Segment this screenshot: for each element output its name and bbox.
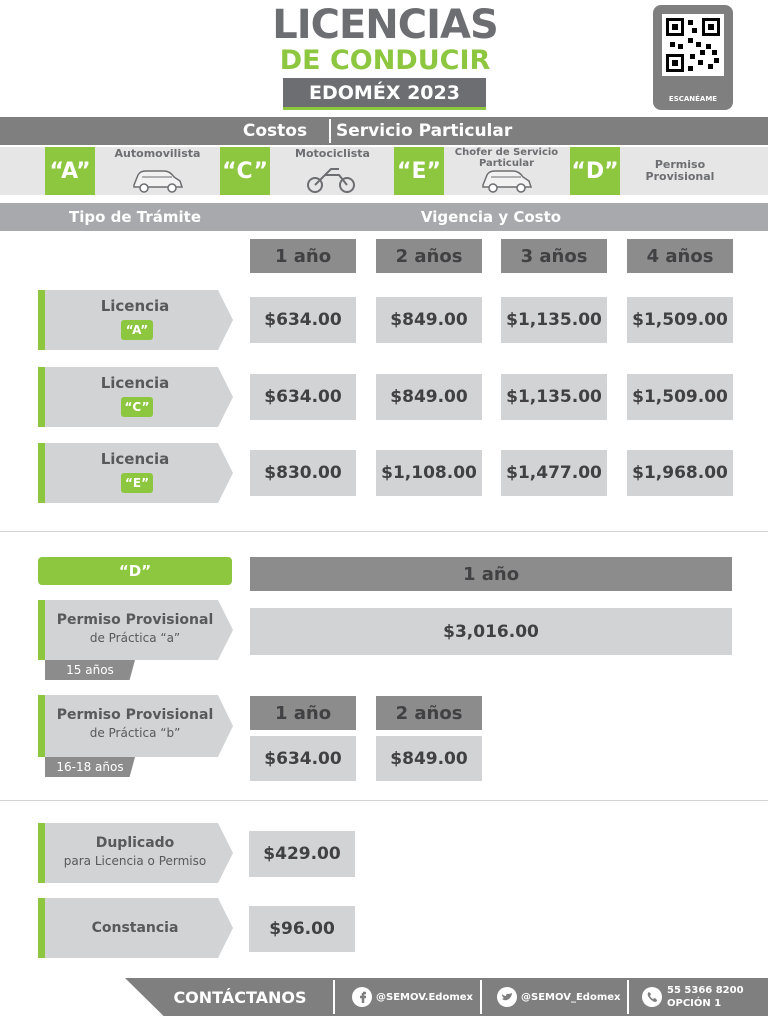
banner-divider bbox=[329, 119, 331, 143]
row-title: Licencia bbox=[100, 374, 170, 392]
table-header bbox=[0, 203, 768, 231]
qr-label: ESCANÉAME bbox=[668, 95, 718, 103]
row-label-bg bbox=[45, 600, 233, 660]
row-stripe bbox=[38, 898, 45, 958]
footer-option: OPCIÓN 1 bbox=[667, 998, 722, 1009]
price: $1,108.00 bbox=[376, 450, 482, 496]
age-tag: 15 años bbox=[45, 660, 135, 680]
footer-divider bbox=[333, 980, 335, 1014]
row-title: Permiso Provisional bbox=[56, 612, 214, 628]
phone-icon-icon bbox=[642, 987, 662, 1007]
qr-code-icon bbox=[662, 14, 724, 76]
footer-divider bbox=[480, 980, 482, 1014]
row-label-bg bbox=[45, 695, 233, 757]
price: $1,968.00 bbox=[627, 450, 733, 496]
facebook-icon bbox=[352, 987, 372, 1007]
type-label: Automovilista bbox=[114, 147, 201, 160]
price: $849.00 bbox=[376, 736, 482, 781]
row-subtitle: de Práctica “b” bbox=[89, 726, 181, 740]
price: $429.00 bbox=[249, 831, 355, 877]
row-stripe bbox=[38, 290, 45, 350]
price: $849.00 bbox=[376, 297, 482, 343]
banner-right: Servicio Particular bbox=[336, 121, 513, 141]
type-icon bbox=[305, 163, 361, 193]
row-title: Constancia bbox=[91, 920, 179, 936]
row-label-bg bbox=[45, 823, 233, 883]
qr-code bbox=[662, 14, 724, 76]
price: $1,135.00 bbox=[501, 374, 607, 420]
row-title: Licencia bbox=[100, 297, 170, 315]
row-subtitle: para Licencia o Permiso bbox=[63, 854, 207, 868]
price: $634.00 bbox=[250, 736, 356, 781]
period-header: 2 años bbox=[376, 696, 482, 730]
banner-left: Costos bbox=[242, 121, 308, 141]
age-tag: 16-18 años bbox=[45, 757, 135, 777]
title-green: DE CONDUCIR bbox=[279, 44, 491, 76]
row-stripe bbox=[38, 443, 45, 503]
period-header: 3 años bbox=[501, 239, 607, 273]
subtitle: EDOMÉX 2023 bbox=[283, 78, 486, 110]
row-stripe bbox=[38, 823, 45, 883]
footer-phone: 55 5366 8200 bbox=[667, 985, 744, 996]
type-icon bbox=[130, 163, 186, 193]
type-icon bbox=[479, 163, 535, 193]
footer-contact: CONTÁCTANOS bbox=[173, 987, 307, 1007]
permit-code: “D” bbox=[38, 557, 232, 585]
price: $1,135.00 bbox=[501, 297, 607, 343]
type-label: Permiso Provisional bbox=[645, 157, 715, 183]
table-header-left: Tipo de Trámite bbox=[69, 208, 201, 226]
price: $1,509.00 bbox=[627, 297, 733, 343]
row-title: Duplicado bbox=[95, 835, 175, 851]
type-icon-icon bbox=[307, 168, 355, 193]
type-code: “D” bbox=[570, 147, 620, 195]
price: $1,477.00 bbox=[501, 450, 607, 496]
types-row bbox=[0, 147, 768, 195]
row-stripe bbox=[38, 600, 45, 660]
type-code: “E” bbox=[394, 147, 444, 195]
title: LICENCIAS bbox=[272, 2, 499, 48]
price: $830.00 bbox=[250, 450, 356, 496]
row-title: Permiso Provisional bbox=[56, 707, 214, 723]
period-header: 1 año bbox=[250, 696, 356, 730]
price: $96.00 bbox=[249, 906, 355, 952]
facebook-icon-icon bbox=[352, 987, 372, 1007]
price: $634.00 bbox=[250, 374, 356, 420]
banner bbox=[0, 117, 768, 145]
type-icon-icon bbox=[133, 170, 184, 193]
type-code: “A” bbox=[45, 147, 95, 195]
price: $634.00 bbox=[250, 297, 356, 343]
type-label: Chofer de Servicio Particular bbox=[454, 147, 559, 169]
row-code: “E” bbox=[121, 473, 153, 493]
table-header-right: Vigencia y Costo bbox=[420, 208, 562, 226]
twitter-icon-icon bbox=[497, 987, 517, 1007]
row-label-bg bbox=[45, 898, 233, 958]
footer-divider bbox=[627, 980, 629, 1014]
footer-twitter: @SEMOV_Edomex bbox=[521, 991, 621, 1003]
period-header: 4 años bbox=[627, 239, 733, 273]
row-subtitle: de Práctica “a” bbox=[89, 631, 181, 645]
type-icon-icon bbox=[482, 170, 533, 193]
price: $3,016.00 bbox=[250, 608, 732, 655]
row-stripe bbox=[38, 367, 45, 427]
price: $849.00 bbox=[376, 374, 482, 420]
twitter-icon bbox=[497, 987, 517, 1007]
permit-period: 1 año bbox=[250, 557, 732, 591]
divider bbox=[0, 531, 768, 532]
row-code: “A” bbox=[121, 320, 153, 340]
phone-icon bbox=[642, 987, 662, 1007]
period-header: 1 año bbox=[250, 239, 356, 273]
row-code: “C” bbox=[121, 397, 153, 417]
period-header: 2 años bbox=[376, 239, 482, 273]
type-label: Motociclista bbox=[295, 147, 370, 160]
row-stripe bbox=[38, 695, 45, 757]
type-code: “C” bbox=[220, 147, 270, 195]
row-title: Licencia bbox=[100, 450, 170, 468]
footer-facebook: @SEMOV.Edomex bbox=[376, 991, 473, 1003]
price: $1,509.00 bbox=[627, 374, 733, 420]
divider bbox=[0, 800, 768, 801]
